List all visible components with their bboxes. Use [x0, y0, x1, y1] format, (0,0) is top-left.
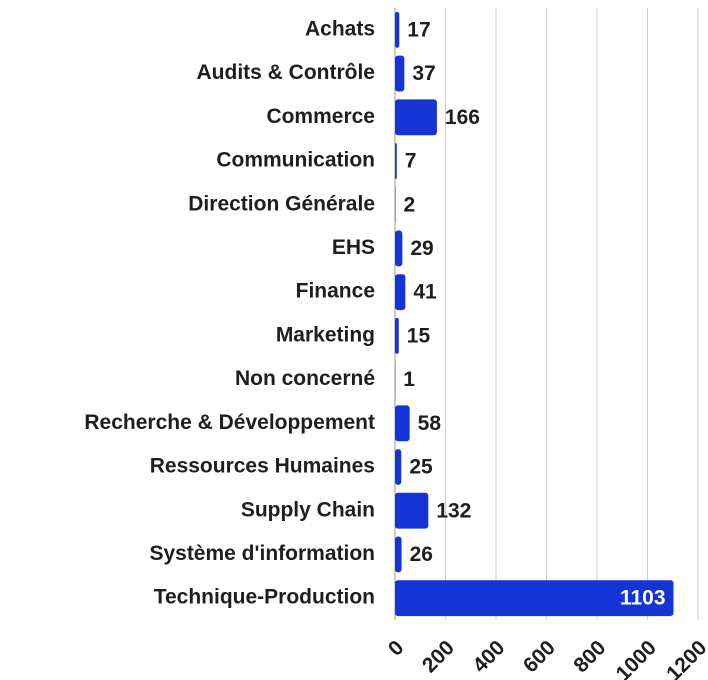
bar — [395, 99, 437, 136]
value-label: 17 — [407, 18, 430, 41]
bar — [395, 317, 399, 354]
y-tick-label: Non concerné — [235, 367, 375, 390]
value-label: 7 — [405, 150, 417, 173]
value-label: 41 — [413, 281, 437, 304]
value-label: 132 — [436, 499, 471, 522]
value-label: 15 — [407, 324, 431, 347]
bar — [395, 186, 396, 223]
bar — [395, 492, 429, 529]
y-tick-label: Technique-Production — [154, 586, 375, 609]
y-tick-label: Direction Générale — [188, 192, 375, 215]
y-tick-label: Supply Chain — [241, 498, 375, 521]
bar — [395, 580, 674, 617]
y-tick-label: Communication — [216, 149, 375, 172]
y-tick-label: Commerce — [266, 105, 375, 128]
x-tick-label: 1200 — [662, 636, 708, 680]
x-tick-label: 0 — [384, 636, 409, 661]
value-label: 2 — [404, 193, 416, 216]
y-tick-label: Système d'information — [149, 542, 375, 565]
y-tick-label: Recherche & Développement — [84, 411, 375, 434]
bar — [395, 449, 402, 485]
bar — [395, 274, 406, 311]
x-tick-label: 200 — [418, 636, 459, 677]
y-tick-label: Audits & Contrôle — [197, 61, 376, 84]
value-label: 25 — [409, 456, 433, 479]
y-tick-label: EHS — [332, 236, 375, 259]
y-tick-label: Marketing — [276, 323, 375, 346]
bar — [395, 143, 397, 179]
bar — [395, 11, 400, 48]
bar — [395, 405, 410, 442]
bar — [395, 536, 402, 573]
x-tick-label: 1000 — [612, 636, 661, 680]
value-label: 1103 — [620, 587, 666, 610]
y-tick-label: Finance — [296, 280, 375, 303]
x-tick-label: 400 — [468, 636, 509, 677]
value-label: 37 — [412, 62, 435, 85]
value-label: 166 — [445, 106, 480, 129]
value-label: 58 — [418, 412, 442, 435]
bar — [395, 55, 405, 92]
x-tick-label: 800 — [569, 636, 610, 677]
value-label: 26 — [410, 543, 433, 566]
value-label: 29 — [410, 237, 433, 260]
value-label: 1 — [403, 368, 415, 391]
y-tick-label: Achats — [305, 17, 375, 40]
x-tick-label: 600 — [519, 636, 560, 677]
y-tick-label: Ressources Humaines — [150, 455, 375, 478]
bar — [395, 230, 403, 267]
